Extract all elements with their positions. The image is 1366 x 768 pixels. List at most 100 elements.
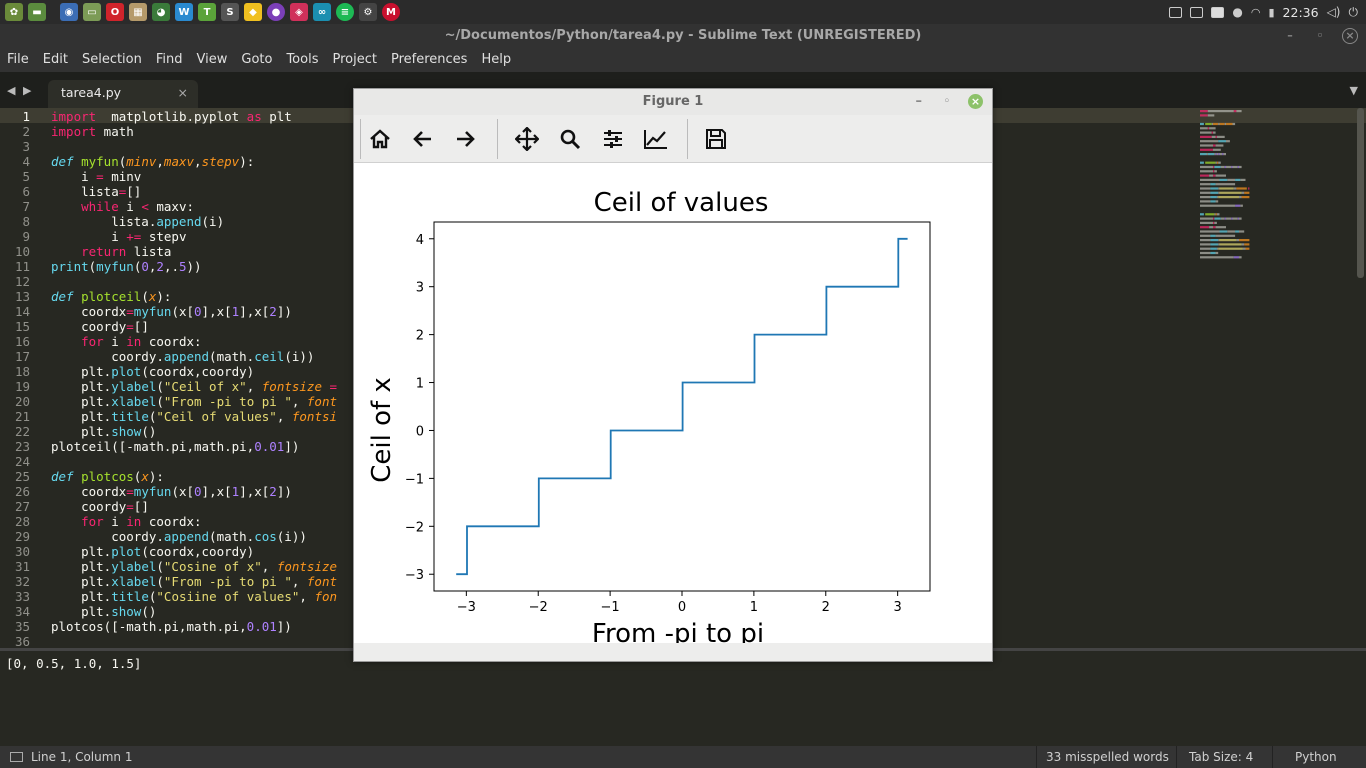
code-line[interactable]: plt.xlabel("From -pi to pi ", font — [51, 574, 338, 589]
configure-subplots-icon[interactable] — [595, 121, 631, 157]
maximize-icon[interactable]: ◦ — [1316, 29, 1324, 42]
camera-icon[interactable]: ◉ — [60, 3, 78, 21]
arduino-icon[interactable]: ∞ — [313, 3, 331, 21]
spelling-status[interactable]: 33 misspelled words — [1046, 750, 1169, 764]
code-line[interactable]: for i in coordx: — [51, 334, 202, 349]
power-icon[interactable]: ⏻ — [1348, 4, 1359, 19]
shield-app-icon[interactable]: ◈ — [290, 3, 308, 21]
ceil-plot[interactable]: Ceil of values −3 −2 −1 0 1 2 3 −3 −2 −1 0 1 2 3 4 Fro… — [354, 163, 992, 649]
menu-help[interactable]: Help — [481, 52, 512, 67]
menu-tools[interactable]: Tools — [286, 52, 319, 67]
code-line[interactable]: i += stepv — [51, 229, 187, 244]
figure-maximize-icon[interactable]: ◦ — [943, 96, 950, 107]
volume-icon[interactable]: ◁) — [1326, 5, 1341, 19]
bug-icon[interactable]: ◆ — [244, 3, 262, 21]
minimize-icon[interactable]: – — [1287, 29, 1293, 42]
clock[interactable]: 22:36 — [1282, 4, 1319, 20]
pan-icon[interactable] — [509, 121, 545, 157]
home-icon[interactable] — [362, 121, 398, 157]
figure-window[interactable]: Figure 1 – ◦ × — [353, 88, 993, 662]
network-activity-icon[interactable] — [1190, 6, 1204, 18]
folder-icon[interactable]: ▭ — [83, 3, 101, 21]
code-line[interactable]: plt.title("Cosiine of values", fon — [51, 589, 338, 604]
zoom-icon[interactable] — [552, 121, 588, 157]
code-line[interactable]: for i in coordx: — [51, 514, 202, 529]
tab-size[interactable]: Tab Size: 4 — [1189, 750, 1254, 764]
code-line[interactable]: def plotcos(x): — [51, 469, 164, 484]
close-window-icon[interactable]: × — [1342, 28, 1358, 44]
code-line[interactable]: return lista — [51, 244, 172, 259]
tab-forward-icon[interactable]: ▶ — [23, 84, 32, 97]
battery-icon[interactable]: ▮ — [1268, 5, 1275, 19]
menu-icon[interactable]: ✿ — [5, 3, 23, 21]
code-line[interactable]: plt.xlabel("From -pi to pi ", font — [51, 394, 338, 409]
calendar-icon[interactable] — [1211, 6, 1225, 18]
panel-toggle-icon[interactable] — [10, 752, 23, 762]
syntax-mode[interactable]: Python — [1295, 750, 1337, 764]
code-line[interactable]: plotceil([-math.pi,math.pi,0.01]) — [51, 439, 300, 454]
whiteboard-icon[interactable]: W — [175, 3, 193, 21]
tab-back-icon[interactable]: ◀ — [7, 84, 16, 97]
cursor-position: Line 1, Column 1 — [31, 750, 133, 764]
back-icon[interactable] — [405, 121, 441, 157]
code-line[interactable]: import matplotlib.pyplot as plt — [51, 109, 292, 124]
code-line[interactable]: plt.plot(coordx,coordy) — [51, 364, 255, 379]
code-line[interactable]: coordy=[] — [51, 319, 149, 334]
tab-tarea4[interactable]: tarea4.py × — [48, 80, 198, 108]
sublime-icon[interactable]: S — [221, 3, 239, 21]
android-icon[interactable]: ◕ — [152, 3, 170, 21]
window-title: ~/Documentos/Python/tarea4.py - Sublime … — [444, 28, 922, 43]
code-line[interactable]: plt.show() — [51, 424, 157, 439]
menu-preferences[interactable]: Preferences — [390, 52, 468, 67]
y-axis-label: Ceil of x — [367, 377, 397, 483]
code-line[interactable]: plt.ylabel("Ceil of x", fontsize = — [51, 379, 338, 394]
code-line[interactable]: plt.ylabel("Cosine of x", fontsize — [51, 559, 338, 574]
code-line[interactable]: plt.title("Ceil of values", fontsi — [51, 409, 338, 424]
archive-icon[interactable]: ▦ — [129, 3, 147, 21]
tab-list-icon[interactable]: ▼ — [1349, 84, 1358, 97]
code-line[interactable]: plt.plot(coordx,coordy) — [51, 544, 255, 559]
code-line[interactable]: coordy.append(math.cos(i)) — [51, 529, 307, 544]
code-line[interactable]: def myfun(minv,maxv,stepv): — [51, 154, 255, 169]
screen-icon[interactable] — [1169, 6, 1183, 18]
menu-view[interactable]: View — [196, 52, 228, 67]
steam-icon[interactable]: ⚙ — [359, 3, 377, 21]
code-line[interactable]: plt.show() — [51, 604, 157, 619]
code-line[interactable]: def plotceil(x): — [51, 289, 172, 304]
code-line[interactable]: coordx=myfun(x[0],x[1],x[2]) — [51, 304, 292, 319]
menu-find[interactable]: Find — [155, 52, 183, 67]
code-line[interactable]: coordy=[] — [51, 499, 149, 514]
figure-close-icon[interactable]: × — [968, 94, 983, 109]
edit-axis-icon[interactable] — [638, 121, 674, 157]
code-line[interactable]: lista.append(i) — [51, 214, 225, 229]
code-line[interactable]: lista=[] — [51, 184, 142, 199]
tex-icon[interactable]: T — [198, 3, 216, 21]
line-number: 32 — [14, 574, 30, 589]
code-line[interactable]: plotcos([-math.pi,math.pi,0.01]) — [51, 619, 292, 634]
figure-canvas[interactable]: Ceil of values −3 −2 −1 0 1 2 3 −3 −2 −1 0 1 2 3 4 Fro… — [354, 163, 992, 649]
forward-icon[interactable] — [447, 121, 483, 157]
code-line[interactable]: i = minv — [51, 169, 142, 184]
code-line[interactable]: import math — [51, 124, 134, 139]
code-line[interactable]: coordx=myfun(x[0],x[1],x[2]) — [51, 484, 292, 499]
editor-scrollbar[interactable] — [1357, 108, 1364, 278]
opera-icon[interactable]: O — [106, 3, 124, 21]
tab-close-icon[interactable]: × — [177, 85, 188, 100]
menu-edit[interactable]: Edit — [42, 52, 68, 67]
wifi-icon[interactable]: ◠ — [1250, 5, 1261, 19]
menu-file[interactable]: File — [7, 52, 29, 67]
menu-goto[interactable]: Goto — [241, 52, 273, 67]
desktop-icon[interactable]: ▬ — [28, 3, 46, 21]
code-line[interactable]: coordy.append(math.ceil(i)) — [51, 349, 315, 364]
save-icon[interactable] — [698, 121, 734, 157]
mega-icon[interactable]: M — [382, 3, 400, 21]
code-line[interactable]: while i < maxv: — [51, 199, 194, 214]
menu-project[interactable]: Project — [332, 52, 377, 67]
minimap[interactable] — [1198, 108, 1353, 268]
menu-selection[interactable]: Selection — [81, 52, 142, 67]
purple-app-icon[interactable]: ● — [267, 3, 285, 21]
user-icon[interactable]: ● — [1232, 5, 1243, 19]
figure-minimize-icon[interactable]: – — [915, 94, 923, 109]
spotify-icon[interactable]: ≡ — [336, 3, 354, 21]
code-line[interactable]: print(myfun(0,2,.5)) — [51, 259, 202, 274]
